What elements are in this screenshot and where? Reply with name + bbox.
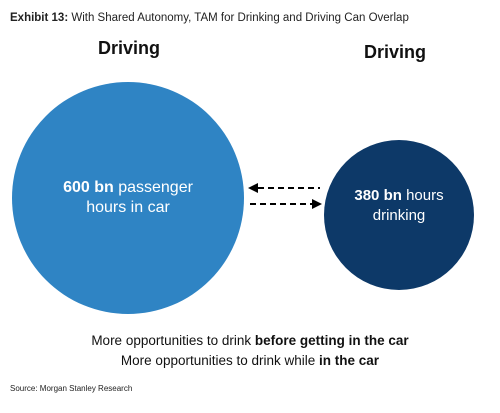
exhibit-title: Exhibit 13: With Shared Autonomy, TAM fo… (10, 12, 409, 24)
drinking-hours-line1: 380 bn hours (324, 186, 474, 206)
passenger-hours-line1: 600 bn passenger (12, 178, 244, 198)
right-circle-heading: Driving (364, 42, 427, 62)
passenger-hours-text: passenger (113, 179, 193, 196)
passenger-hours-circle (12, 82, 244, 314)
exhibit-number: Exhibit 13: (10, 12, 69, 24)
bidirectional-arrows-icon (248, 183, 322, 209)
left-circle-heading: Driving (98, 38, 161, 58)
footer-line-before-car: More opportunities to drink before getti… (0, 333, 500, 348)
passenger-hours-label: 600 bn passenger hours in car (12, 178, 244, 218)
footer-line-in-car: More opportunities to drink while in the… (0, 353, 500, 368)
drinking-hours-label: 380 bn hours drinking (324, 186, 474, 226)
footer-line1-prefix: More opportunities to drink (91, 333, 255, 348)
drinking-hours-circle (324, 140, 474, 290)
footer-line1-bold: before getting in the car (254, 333, 409, 348)
drinking-hours-value: 380 bn (354, 187, 402, 204)
left-arrow-icon (248, 183, 320, 193)
passenger-hours-line2: hours in car (86, 199, 170, 216)
exhibit-title-text: With Shared Autonomy, TAM for Drinking a… (71, 12, 409, 24)
drinking-hours-text: hours (401, 187, 444, 204)
footer-line2-bold: in the car (319, 353, 380, 368)
passenger-hours-value: 600 bn (63, 179, 114, 196)
drinking-hours-line2: drinking (372, 207, 426, 224)
footer-line2-prefix: More opportunities to drink while (120, 353, 320, 368)
source-note: Source: Morgan Stanley Research (10, 384, 133, 393)
right-arrow-icon (250, 199, 322, 209)
